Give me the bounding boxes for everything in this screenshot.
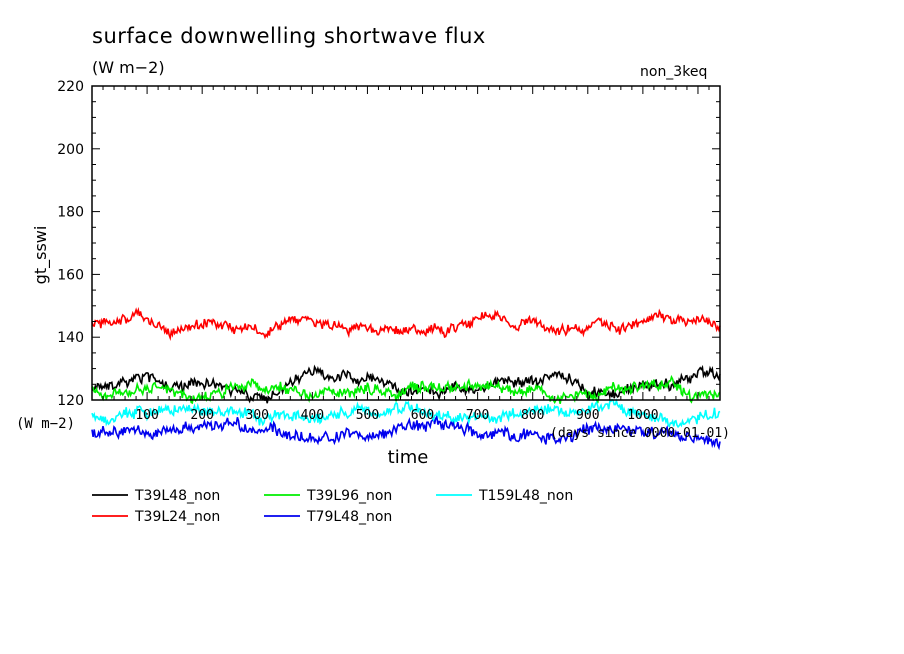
x-tick-label: 400 — [301, 408, 324, 423]
x-tick-label: 500 — [356, 408, 379, 423]
series-line-T39L24_non — [91, 306, 721, 342]
labels-layer: 120 140 160 180 200 220 100 200 300 400 500 600 700 8… — [16, 79, 730, 468]
x-tick-label: 1000 — [627, 408, 658, 423]
legend: T39L48_non T39L96_non T159L48_non T39L24_no… — [92, 488, 573, 525]
run-label: non_3keq — [640, 64, 708, 80]
legend-label: T39L96_non — [306, 488, 392, 504]
legend-label: T79L48_non — [306, 509, 392, 525]
x-axis-units: (W m−2) — [16, 416, 75, 432]
x-tick-label: 100 — [135, 408, 158, 423]
legend-label: T39L24_non — [134, 509, 220, 525]
series-line-T79L48_non — [91, 414, 721, 451]
x-tick-label: 200 — [190, 408, 213, 423]
y-tick-label: 120 — [57, 393, 84, 409]
x-axis-label: time — [388, 447, 429, 468]
x-axis-caption: (days since 0000-01-01) — [550, 426, 730, 441]
x-tick-label: 800 — [521, 408, 544, 423]
x-tick-label: 300 — [246, 408, 269, 423]
y-tick-label: 180 — [57, 205, 84, 221]
ticks-layer — [91, 85, 721, 401]
y-tick-label: 200 — [57, 142, 84, 158]
legend-label: T39L48_non — [134, 488, 220, 504]
x-tick-label: 900 — [576, 408, 599, 423]
y-tick-label: 160 — [57, 267, 84, 283]
series-layer — [91, 306, 721, 451]
legend-label: T159L48_non — [478, 488, 573, 504]
series-line-T159L48_non — [91, 397, 721, 429]
y-axis-label: gt_sswi — [31, 226, 51, 285]
x-tick-label: 700 — [466, 408, 489, 423]
y-tick-label: 220 — [57, 79, 84, 95]
chart-units: (W m−2) — [92, 58, 165, 77]
plot-frame — [91, 85, 721, 401]
series-line-T39L96_non — [91, 374, 721, 405]
chart-title: surface downwelling shortwave flux — [92, 24, 486, 48]
y-tick-label: 140 — [57, 330, 84, 346]
x-tick-label: 600 — [411, 408, 434, 423]
